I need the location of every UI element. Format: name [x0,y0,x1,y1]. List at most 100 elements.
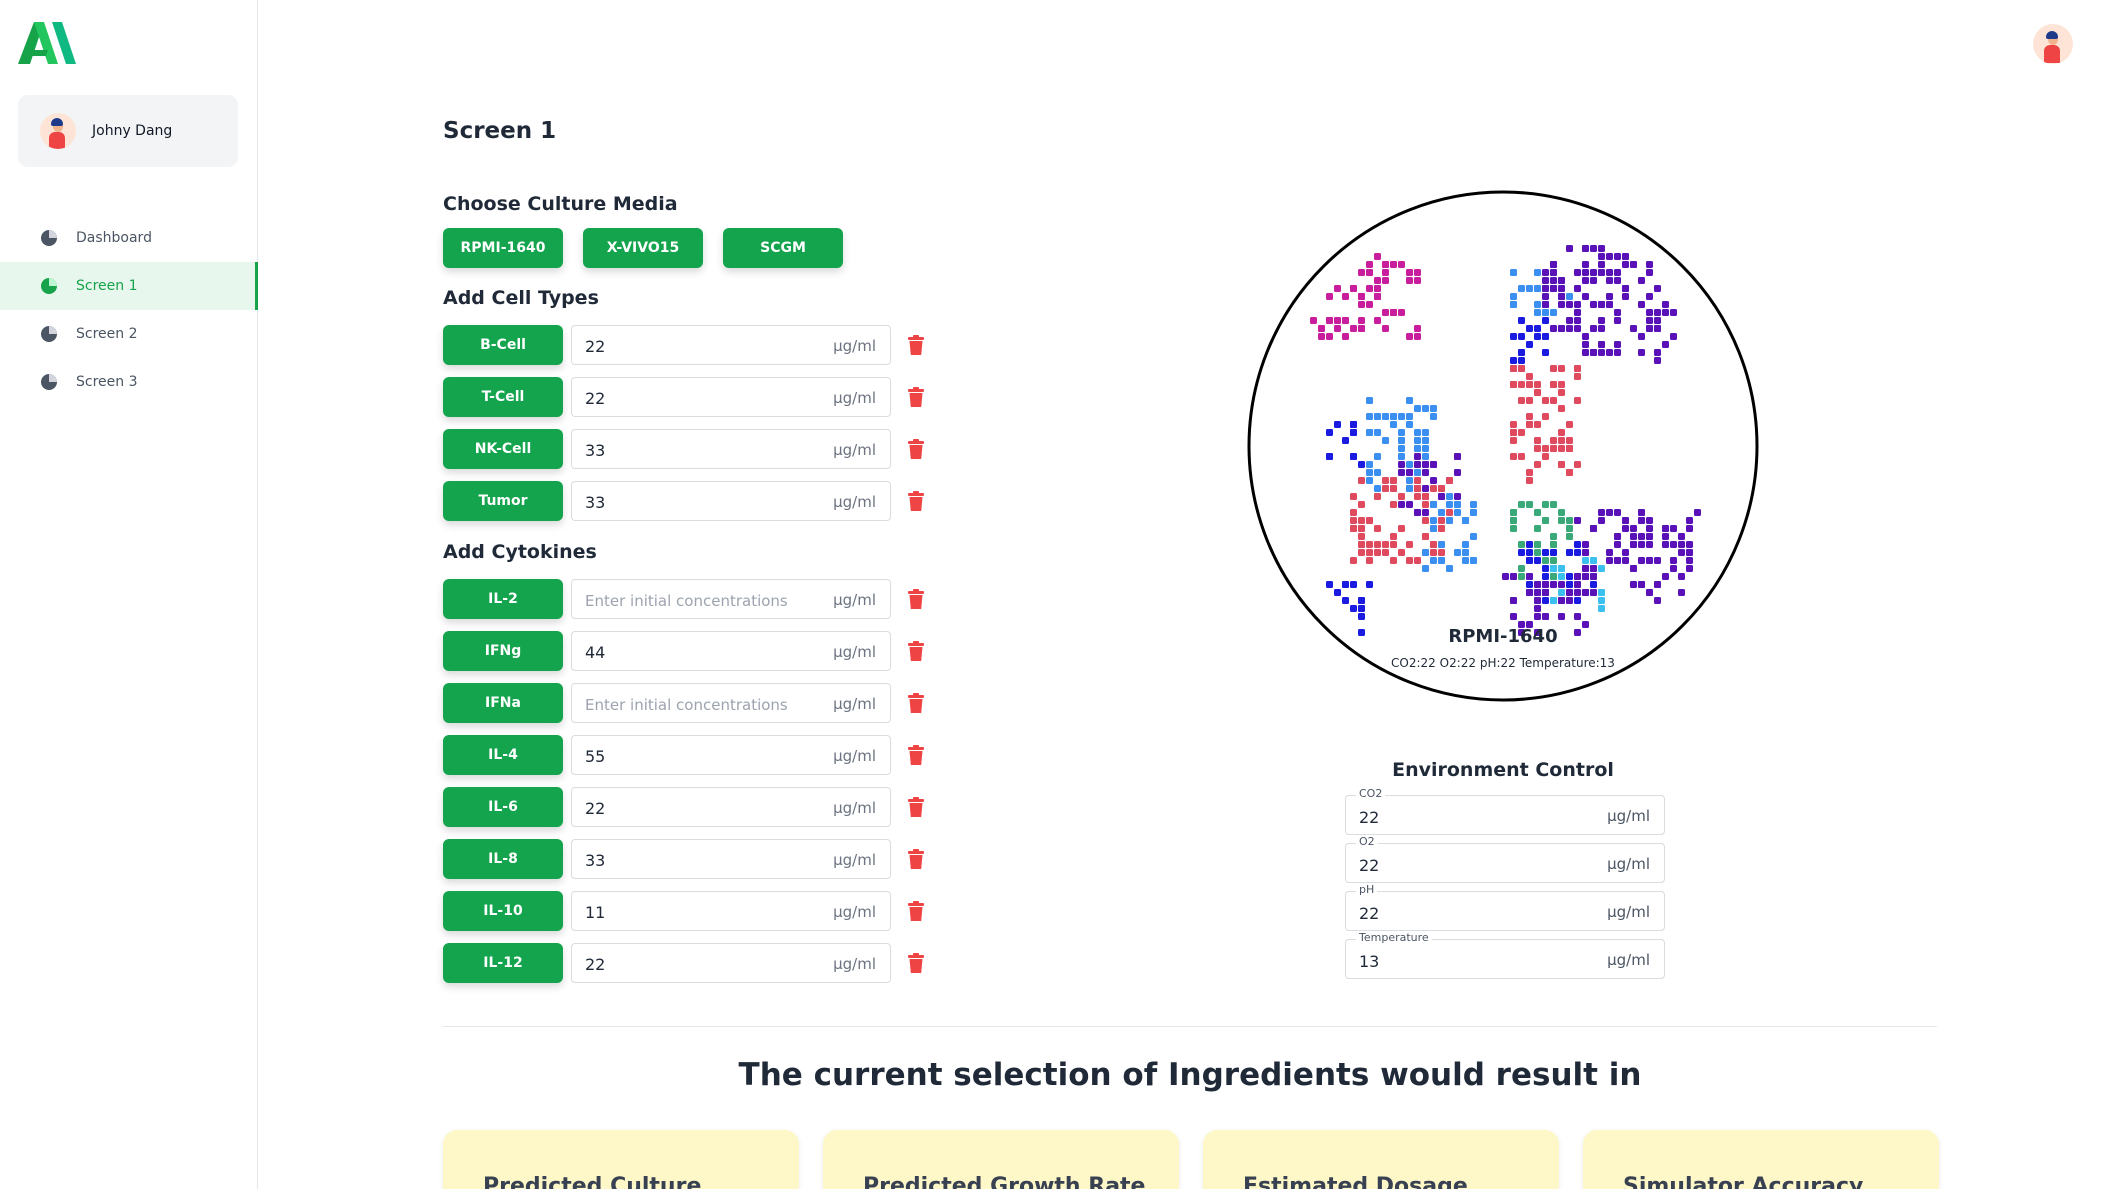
cell-type-tag[interactable]: NK-Cell [443,429,563,469]
cell-dot [1518,501,1525,508]
trash-icon[interactable] [905,588,927,610]
cell-dot [1646,269,1653,276]
cell-dot [1558,437,1565,444]
trash-icon[interactable] [905,334,927,356]
result-card-predicted-culture[interactable]: Predicted Culture [443,1130,799,1189]
unit-label: μg/ml [833,695,876,713]
cell-dot [1646,325,1653,332]
cytokine-row: IFNg 44 μg/ml [443,631,924,671]
cell-dot [1398,525,1405,532]
env-field-co2[interactable]: CO2 22 μg/ml [1345,787,1665,835]
cell-dot [1510,509,1517,516]
cell-dot [1606,277,1613,284]
nav-item-label: Screen 3 [76,374,138,390]
trash-icon[interactable] [905,640,927,662]
cell-dot [1542,277,1549,284]
cytokine-tag[interactable]: IL-2 [443,579,563,619]
nav-item-screen-2[interactable]: Screen 2 [0,310,258,358]
user-card[interactable]: Johny Dang [18,95,238,167]
input-value: 22 [585,955,606,974]
cell-dot [1630,533,1637,540]
cell-type-tag[interactable]: Tumor [443,481,563,521]
unit-label: μg/ml [833,643,876,661]
cytokine-tag[interactable]: IL-8 [443,839,563,879]
cell-dot [1526,573,1533,580]
nav-item-dashboard[interactable]: Dashboard [0,214,258,262]
trash-icon[interactable] [905,490,927,512]
env-field-temperature[interactable]: Temperature 13 μg/ml [1345,931,1665,979]
concentration-input[interactable]: Enter initial concentrations μg/ml [571,579,891,619]
cell-type-tag[interactable]: B-Cell [443,325,563,365]
cell-dot [1590,349,1597,356]
concentration-input[interactable]: 55 μg/ml [571,735,891,775]
cytokine-tag[interactable]: IL-6 [443,787,563,827]
media-button-scgm[interactable]: SCGM [723,228,843,268]
cell-dot [1646,533,1653,540]
env-field-o2[interactable]: O2 22 μg/ml [1345,835,1665,883]
media-button-xvivo[interactable]: X-VIVO15 [583,228,703,268]
cell-dot [1350,517,1357,524]
nav-item-screen-3[interactable]: Screen 3 [0,358,258,406]
concentration-input[interactable]: 44 μg/ml [571,631,891,671]
cell-dot [1526,341,1533,348]
cell-dot [1430,549,1437,556]
cell-dot [1566,437,1573,444]
cell-dot [1654,285,1661,292]
concentration-input[interactable]: Enter initial concentrations μg/ml [571,683,891,723]
concentration-input[interactable]: 33 μg/ml [571,839,891,879]
cell-dot [1342,597,1349,604]
cell-dot [1350,605,1357,612]
trash-icon[interactable] [905,438,927,460]
cell-dot [1558,461,1565,468]
nav-item-screen-1[interactable]: Screen 1 [0,262,258,310]
cell-dot [1510,421,1517,428]
cell-dot [1542,501,1549,508]
trash-icon[interactable] [905,744,927,766]
cell-dot [1390,413,1397,420]
result-card-growth-rate[interactable]: Predicted Growth Rate [823,1130,1179,1189]
header-user-avatar[interactable] [2033,24,2073,64]
cell-dot [1350,557,1357,564]
result-card-simulator-accuracy[interactable]: Simulator Accuracy [1583,1130,1939,1189]
cell-dot [1590,277,1597,284]
cell-dot [1566,597,1573,604]
cell-dot [1582,293,1589,300]
cytokine-tag[interactable]: IFNa [443,683,563,723]
trash-icon[interactable] [905,900,927,922]
trash-icon[interactable] [905,692,927,714]
concentration-input[interactable]: 33 μg/ml [571,429,891,469]
cell-dot [1374,317,1381,324]
concentration-input[interactable]: 22 μg/ml [571,943,891,983]
env-field-ph[interactable]: pH 22 μg/ml [1345,883,1665,931]
cell-dot [1598,509,1605,516]
cell-dot [1526,549,1533,556]
cytokine-tag[interactable]: IL-10 [443,891,563,931]
concentration-input[interactable]: 22 μg/ml [571,325,891,365]
trash-icon[interactable] [905,952,927,974]
cytokine-row: IL-10 11 μg/ml [443,891,924,931]
cell-clusters [1310,245,1701,636]
env-field-value: 13 [1359,952,1380,971]
cell-dot [1574,597,1581,604]
cell-dot [1374,493,1381,500]
cell-dot [1622,261,1629,268]
trash-icon[interactable] [905,796,927,818]
trash-icon[interactable] [905,386,927,408]
cytokine-tag[interactable]: IL-12 [443,943,563,983]
cell-dot [1542,397,1549,404]
app-logo[interactable] [18,20,80,64]
cell-dot [1518,349,1525,356]
concentration-input[interactable]: 11 μg/ml [571,891,891,931]
cell-dot [1534,509,1541,516]
concentration-input[interactable]: 33 μg/ml [571,481,891,521]
cell-type-tag[interactable]: T-Cell [443,377,563,417]
result-card-estimated-dosage[interactable]: Estimated Dosage [1203,1130,1559,1189]
cytokine-tag[interactable]: IFNg [443,631,563,671]
cytokine-tag[interactable]: IL-4 [443,735,563,775]
media-button-rpmi[interactable]: RPMI-1640 [443,228,563,268]
cell-dot [1582,573,1589,580]
concentration-input[interactable]: 22 μg/ml [571,377,891,417]
cell-dot [1606,557,1613,564]
trash-icon[interactable] [905,848,927,870]
concentration-input[interactable]: 22 μg/ml [571,787,891,827]
